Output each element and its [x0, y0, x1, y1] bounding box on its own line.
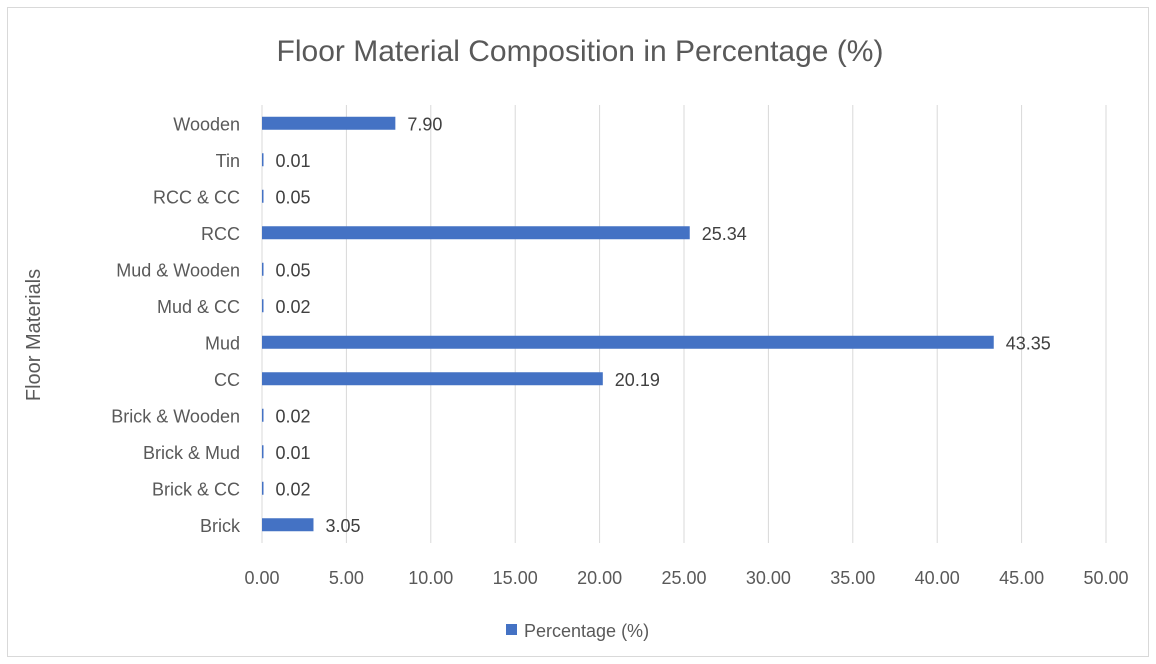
bar — [262, 299, 264, 313]
legend: Percentage (%) — [506, 621, 649, 641]
y-tick-label: Brick & CC — [152, 479, 240, 499]
x-tick-label: 20.00 — [577, 568, 622, 588]
y-tick-label: Brick & Mud — [143, 443, 240, 463]
y-tick-labels: Brick Brick & CC Brick & Mud Brick & Wooden… — [111, 114, 241, 536]
bar — [262, 262, 264, 276]
x-tick-labels: 0.00 5.00 10.00 15.00 20.00 25.00 30.00 35.00 40… — [244, 568, 1128, 588]
bar — [262, 226, 690, 240]
y-tick-label: Wooden — [173, 114, 240, 134]
bar — [262, 518, 314, 532]
data-label: 43.35 — [1006, 333, 1051, 353]
x-tick-label: 30.00 — [746, 568, 791, 588]
data-label: 7.90 — [407, 114, 442, 134]
y-tick-label: Tin — [216, 151, 240, 171]
y-tick-label: CC — [214, 370, 240, 390]
y-tick-label: Brick — [200, 516, 241, 536]
y-axis-title: Floor Materials — [23, 269, 45, 401]
data-labels: 3.05 0.02 0.01 0.02 20.19 43.35 0.02 0.05 25.34 0… — [276, 114, 1051, 536]
bar — [262, 408, 264, 422]
data-label: 0.01 — [276, 151, 311, 171]
bar — [262, 445, 264, 459]
y-tick-label: Mud & CC — [157, 297, 240, 317]
bar — [262, 335, 994, 349]
x-tick-label: 25.00 — [661, 568, 706, 588]
chart-title: Floor Material Composition in Percentage… — [277, 35, 884, 68]
legend-swatch — [506, 624, 517, 635]
data-label: 0.01 — [276, 443, 311, 463]
data-label: 0.05 — [276, 260, 311, 280]
x-tick-label: 45.00 — [999, 568, 1044, 588]
x-tick-label: 15.00 — [493, 568, 538, 588]
y-tick-label: Mud — [205, 333, 240, 353]
data-label: 0.05 — [276, 187, 311, 207]
data-label: 0.02 — [276, 406, 311, 426]
grid-lines — [261, 105, 1107, 543]
data-label: 20.19 — [615, 370, 660, 390]
data-label: 0.02 — [276, 479, 311, 499]
x-tick-label: 40.00 — [915, 568, 960, 588]
chart-frame — [7, 7, 1149, 657]
x-tick-label: 50.00 — [1083, 568, 1128, 588]
bar — [262, 372, 603, 386]
bar — [262, 481, 264, 495]
y-tick-label: Mud & Wooden — [116, 260, 240, 280]
y-tick-label: Brick & Wooden — [111, 406, 240, 426]
data-label: 0.02 — [276, 297, 311, 317]
legend-label: Percentage (%) — [524, 621, 649, 641]
x-tick-label: 0.00 — [244, 568, 279, 588]
y-tick-label: RCC — [201, 224, 240, 244]
bar — [262, 189, 264, 203]
y-tick-label: RCC & CC — [153, 187, 240, 207]
bar — [262, 116, 396, 130]
bars — [262, 116, 994, 532]
x-tick-label: 5.00 — [329, 568, 364, 588]
data-label: 3.05 — [325, 516, 360, 536]
data-label: 25.34 — [702, 224, 747, 244]
x-tick-label: 10.00 — [408, 568, 453, 588]
bar — [262, 153, 264, 167]
x-tick-label: 35.00 — [830, 568, 875, 588]
